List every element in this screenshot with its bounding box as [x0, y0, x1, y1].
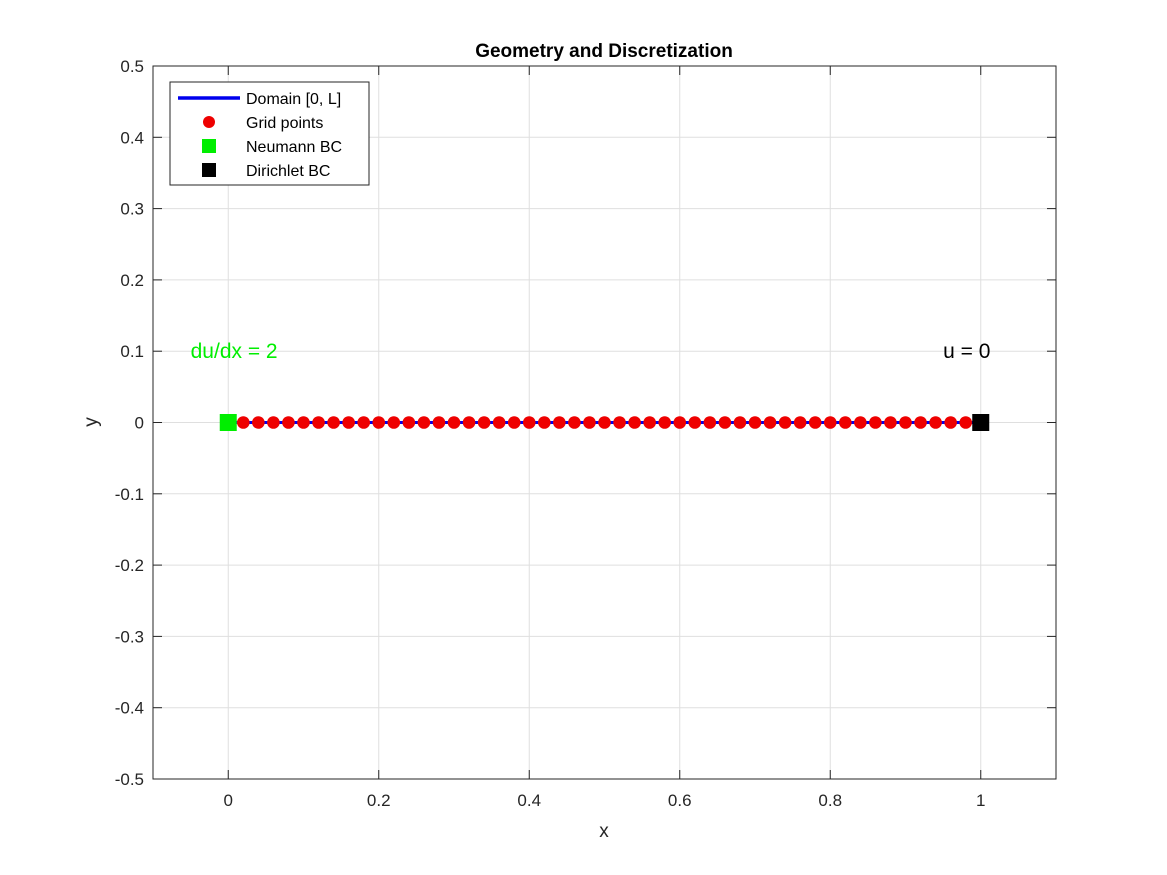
y-tick-label: 0.5	[120, 57, 144, 76]
grid-point	[703, 416, 717, 429]
grid-point	[553, 416, 566, 429]
axis-ticks: 0 0.2 0.4 0.6 0.8 1 0.5 0.4 0.3 0.2 0.1 0 -0.1 -0.2 -0…	[115, 57, 1056, 810]
grid-point	[763, 416, 777, 429]
legend-label-neumann: Neumann BC	[246, 139, 342, 156]
marker-neumann-bc	[219, 414, 237, 431]
y-tick-label: -0.2	[115, 556, 144, 575]
grid-point	[342, 416, 355, 429]
grid-point	[312, 416, 325, 429]
grid-point	[748, 416, 762, 429]
data-series	[219, 414, 990, 431]
x-axis-label: x	[599, 821, 609, 842]
grid-point	[507, 416, 521, 429]
grid-point	[282, 416, 295, 429]
grid-point	[854, 416, 867, 429]
legend-neumann-swatch	[202, 139, 216, 153]
grid-point	[778, 416, 792, 429]
x-tick-label: 0.8	[818, 791, 842, 810]
grid-point	[613, 416, 626, 429]
x-tick-label: 0	[224, 791, 233, 810]
annotation-label: du/dx = 2	[191, 340, 278, 363]
legend-label-dirichlet: Dirichlet BC	[246, 163, 330, 180]
grid-point	[914, 416, 927, 429]
grid-point	[372, 416, 386, 429]
legend: Domain [0, L] Grid points Neumann BC Dir…	[169, 81, 370, 186]
y-tick-label: 0.3	[120, 200, 144, 219]
x-tick-label: 1	[976, 791, 985, 810]
y-tick-label: 0	[135, 414, 144, 433]
grid-point	[477, 416, 491, 429]
grid-point	[884, 416, 897, 429]
y-tick-label: 0.4	[120, 128, 144, 147]
grid-point	[944, 416, 957, 429]
y-tick-label: -0.4	[115, 699, 144, 718]
grid-point	[929, 416, 942, 429]
grid-point	[297, 416, 310, 429]
legend-circle-swatch	[203, 116, 215, 128]
grid-point	[568, 416, 581, 429]
grid-point	[237, 416, 250, 429]
grid-point	[267, 416, 280, 429]
legend-dirichlet-swatch	[202, 163, 216, 177]
grid-point	[387, 416, 401, 429]
grid-point	[628, 416, 641, 429]
grid-point	[522, 416, 536, 429]
legend-label-domain: Domain [0, L]	[246, 91, 341, 108]
grid-point	[839, 416, 852, 429]
y-tick-label: -0.5	[115, 770, 144, 789]
grid-point	[462, 416, 476, 429]
y-tick-label: 0.2	[120, 271, 144, 290]
annotations: du/dx = 2 u = 0	[191, 340, 991, 363]
grid-point	[733, 416, 747, 429]
grid-point	[793, 416, 807, 429]
grid-point	[432, 416, 446, 429]
x-tick-label: 0.4	[517, 791, 541, 810]
grid-point	[673, 416, 687, 429]
grid-point	[327, 416, 340, 429]
y-tick-label: -0.1	[115, 485, 144, 504]
grid-point	[447, 416, 461, 429]
grid-point	[688, 416, 702, 429]
annotation-label: u = 0	[943, 340, 990, 363]
grid-point	[869, 416, 882, 429]
grid-point	[492, 416, 506, 429]
y-axis-label: y	[81, 417, 102, 427]
grid-point	[598, 416, 611, 429]
grid-point	[357, 416, 371, 429]
legend-label-grid-points: Grid points	[246, 115, 323, 132]
grid-point	[583, 416, 596, 429]
grid-point	[808, 416, 822, 429]
grid-point	[718, 416, 732, 429]
grid-point	[959, 416, 972, 429]
grid-point	[252, 416, 265, 429]
grid-point	[823, 416, 837, 429]
x-tick-label: 0.2	[367, 791, 391, 810]
grid-point	[899, 416, 912, 429]
grid-point	[402, 416, 416, 429]
grid-point	[658, 416, 671, 429]
marker-dirichlet-bc	[972, 414, 990, 431]
x-tick-label: 0.6	[668, 791, 692, 810]
grid-point	[417, 416, 431, 429]
grid-point	[538, 416, 551, 429]
grid-point	[643, 416, 656, 429]
chart-title: Geometry and Discretization	[475, 41, 733, 62]
y-tick-label: -0.3	[115, 627, 144, 646]
y-tick-label: 0.1	[120, 342, 144, 361]
